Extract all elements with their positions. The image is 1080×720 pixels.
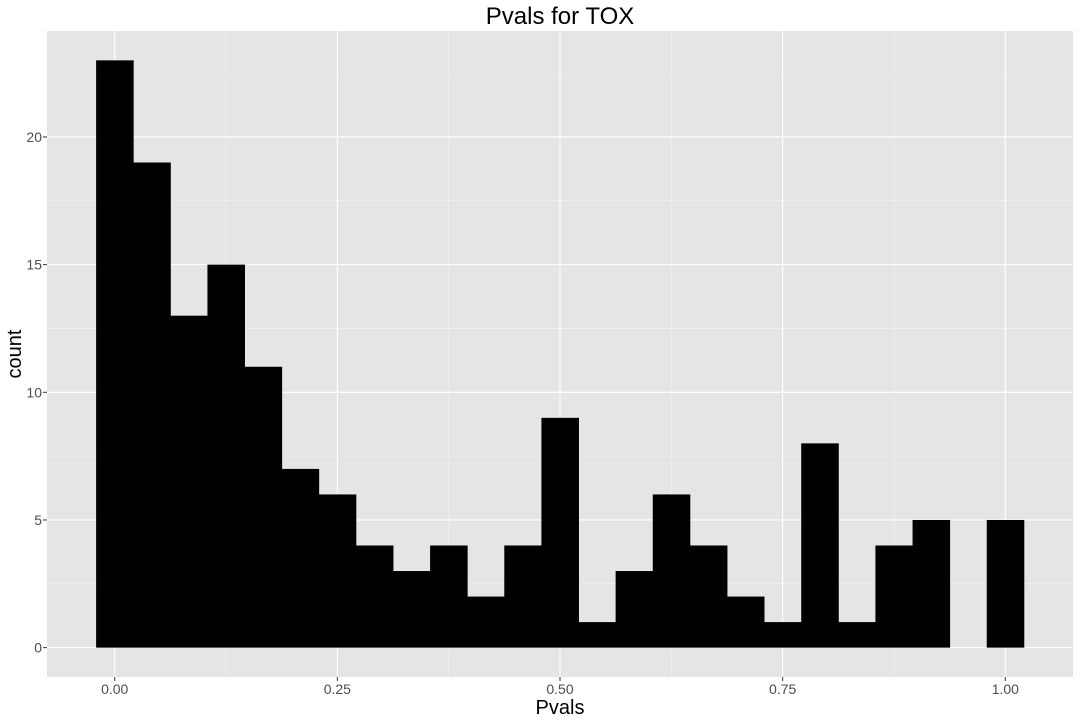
histogram-bar: [318, 494, 357, 648]
histogram-bar: [578, 622, 617, 648]
histogram-bar: [912, 519, 951, 648]
histogram-bar: [615, 571, 654, 648]
bars: [96, 60, 1025, 648]
x-axis-title: Pvals: [536, 697, 585, 719]
x-tick-label: 0.25: [324, 681, 351, 697]
histogram-bar: [875, 545, 913, 648]
histogram-bar: [764, 622, 802, 648]
y-tick-label: 0: [34, 640, 42, 656]
y-tick-label: 5: [34, 512, 42, 528]
x-tick-label: 1.00: [992, 681, 1019, 697]
histogram-bar: [838, 622, 876, 648]
chart-title: Pvals for TOX: [486, 3, 635, 30]
y-axis: 0 5 10 15 20: [26, 129, 47, 656]
y-tick-label: 20: [26, 129, 42, 145]
histogram-bar: [541, 417, 579, 648]
histogram-bar: [801, 443, 839, 648]
y-tick-label: 15: [26, 257, 42, 273]
histogram-bar: [281, 468, 320, 648]
histogram-bar: [986, 519, 1025, 648]
y-tick-label: 10: [26, 384, 42, 400]
histogram-bar: [355, 545, 394, 648]
histogram-bar: [244, 366, 283, 648]
histogram-bar: [467, 596, 505, 648]
histogram-bar: [430, 545, 468, 648]
histogram-bar: [689, 545, 728, 648]
x-tick-label: 0.00: [101, 681, 128, 697]
histogram-bar: [652, 494, 691, 648]
histogram-bar: [207, 264, 245, 648]
histogram-bar: [170, 315, 208, 648]
histogram-bar: [96, 60, 134, 648]
x-tick-label: 0.50: [546, 681, 573, 697]
histogram-bar: [726, 596, 765, 648]
histogram-bar: [392, 571, 431, 648]
y-axis-title: count: [4, 329, 26, 378]
histogram-bar: [504, 545, 542, 648]
x-axis: 0.00 0.25 0.50 0.75 1.00: [101, 677, 1019, 697]
histogram-bar: [133, 162, 171, 648]
x-tick-label: 0.75: [769, 681, 796, 697]
